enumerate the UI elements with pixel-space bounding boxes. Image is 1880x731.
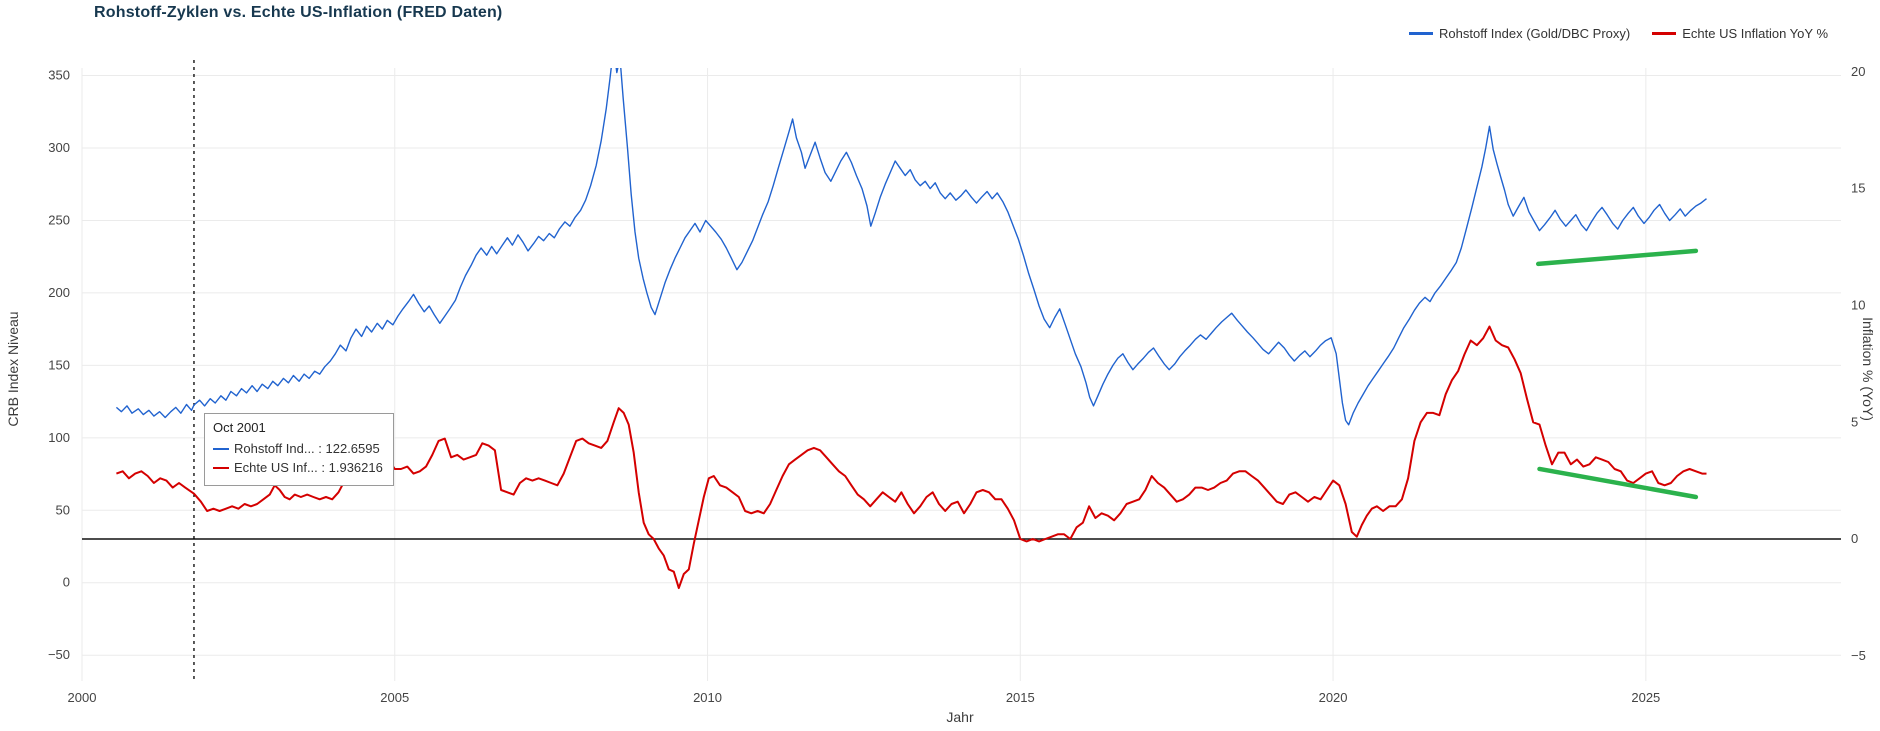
x-tick-label: 2025 [1631, 690, 1660, 705]
tooltip-line-swatch-rohstoff [212, 448, 229, 451]
x-tick-label: 2010 [693, 690, 722, 705]
y-right-tick-label: −5 [1851, 648, 1866, 663]
x-axis-title: Jahr [946, 709, 974, 725]
y-left-tick-label: 200 [48, 285, 70, 300]
tooltip-line-swatch-inflation [212, 467, 229, 470]
y-left-tick-label: 0 [63, 575, 70, 590]
legend: Rohstoff Index (Gold/DBC Proxy) Echte US… [1409, 26, 1828, 41]
tooltip-row-inflation: Echte US Inf... : 1.936216 [212, 459, 383, 478]
y-axis-left-title: CRB Index Niveau [5, 311, 21, 427]
x-tick-label: 2000 [68, 690, 97, 705]
tooltip-date: Oct 2001 [212, 420, 266, 435]
x-tick-label: 2005 [380, 690, 409, 705]
rohstoff-series-line [115, 68, 1707, 426]
y-left-tick-label: 300 [48, 140, 70, 155]
y-left-tick-label: −50 [48, 647, 70, 662]
y-left-tick-label: 250 [48, 212, 70, 227]
legend-item-inflation[interactable]: Echte US Inflation YoY % [1652, 26, 1828, 41]
legend-line-swatch-inflation [1652, 32, 1677, 35]
legend-label-inflation: Echte US Inflation YoY % [1682, 26, 1828, 41]
trend-line-inflation [1537, 466, 1699, 500]
tooltip-text-rohstoff: Rohstoff Ind... : 122.6595 [233, 440, 380, 456]
hover-tooltip: Oct 2001 Rohstoff Ind... : 122.6595 Echt… [203, 413, 394, 486]
y-axis-right-title: Inflation % (YoY) [1860, 317, 1876, 421]
legend-line-swatch-rohstoff [1409, 32, 1434, 35]
tooltip-row-rohstoff: Rohstoff Ind... : 122.6595 [212, 440, 383, 459]
chart-title: Rohstoff-Zyklen vs. Echte US-Inflation (… [94, 4, 503, 21]
y-left-tick-label: 100 [48, 430, 70, 445]
y-right-tick-label: 20 [1851, 64, 1865, 79]
legend-label-rohstoff: Rohstoff Index (Gold/DBC Proxy) [1439, 26, 1631, 41]
y-right-tick-label: 5 [1851, 414, 1858, 429]
tooltip-text-inflation: Echte US Inf... : 1.936216 [233, 459, 383, 475]
x-tick-label: 2020 [1319, 690, 1348, 705]
y-right-tick-label: 10 [1851, 297, 1865, 312]
y-left-tick-label: 350 [48, 68, 70, 83]
y-left-tick-label: 50 [56, 502, 70, 517]
trend-line-rohstoff [1535, 248, 1699, 267]
y-right-tick-label: 15 [1851, 181, 1865, 196]
y-right-tick-label: 0 [1851, 531, 1858, 546]
legend-item-rohstoff[interactable]: Rohstoff Index (Gold/DBC Proxy) [1409, 26, 1630, 41]
y-left-tick-label: 150 [48, 357, 70, 372]
x-tick-label: 2015 [1006, 690, 1035, 705]
